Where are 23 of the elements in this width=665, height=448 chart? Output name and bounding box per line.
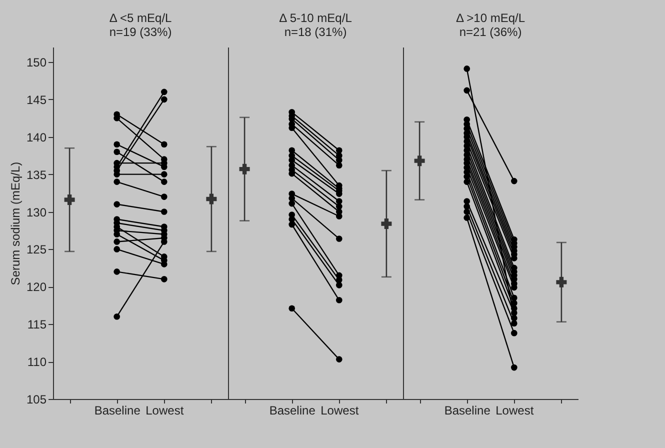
chart-subtitle: n=21 (36%)	[459, 25, 522, 39]
y-axis-title: Serum sodium (mEq/L)	[8, 162, 22, 286]
chart-title: Δ >10 mEq/L	[456, 11, 526, 25]
chart-title: Δ 5-10 mEq/L	[279, 11, 352, 25]
x-tick-label: Baseline	[444, 404, 491, 418]
x-tick-label: Lowest	[320, 404, 360, 418]
y-tick-label: 115	[27, 318, 47, 332]
y-tick-label: 150	[26, 55, 47, 70]
y-tick-label: 145	[26, 92, 47, 107]
y-tick-label: 110	[27, 355, 47, 370]
x-tick-label: Baseline	[269, 404, 316, 418]
x-tick-label: Lowest	[146, 404, 184, 418]
y-tick-label: 120	[26, 280, 47, 294]
y-tick-label: 140	[26, 130, 47, 144]
x-tick-label: Baseline	[94, 404, 141, 418]
y-tick-label: 125	[26, 242, 47, 257]
y-tick-label: 130	[26, 205, 47, 220]
chart-subtitle: n=19 (33%)	[109, 25, 172, 39]
chart-title: Δ <5 mEq/L	[109, 11, 172, 25]
chart-subtitle: n=18 (31%)	[284, 25, 347, 39]
x-tick-label: Lowest	[496, 404, 534, 418]
y-tick-label: 135	[26, 168, 47, 182]
y-tick-label: 105	[26, 392, 47, 406]
